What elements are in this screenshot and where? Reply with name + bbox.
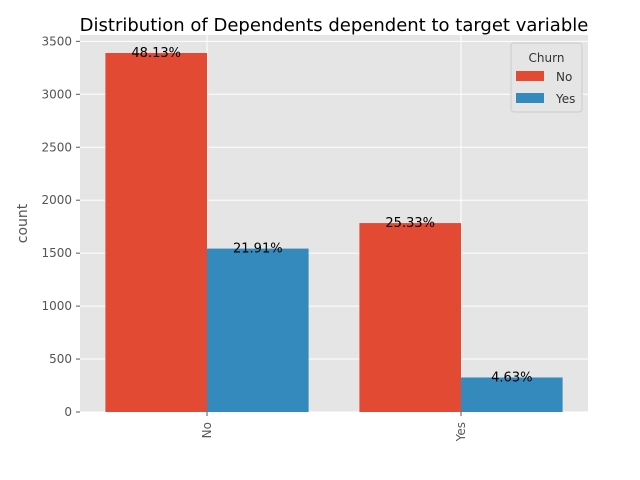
- y-tick-label-2000: 2000: [41, 193, 72, 207]
- y-tick-label-3500: 3500: [41, 34, 72, 48]
- legend-label-no: No: [556, 70, 572, 84]
- bars: [105, 53, 563, 412]
- y-tick-label-1500: 1500: [41, 246, 72, 260]
- legend-label-yes: Yes: [555, 92, 575, 106]
- y-tick-label-1000: 1000: [41, 299, 72, 313]
- legend-title: Churn: [529, 51, 565, 65]
- x-tick-label-no: No: [200, 422, 214, 438]
- bar-label-yes-no: 25.33%: [385, 216, 435, 231]
- bar-labels: 48.13% 21.91% 25.33% 4.63%: [131, 46, 532, 385]
- legend-swatch-yes: [516, 93, 544, 103]
- x-tick-label-yes: Yes: [454, 422, 468, 442]
- bar-label-yes-yes: 4.63%: [491, 370, 532, 385]
- bar-label-no-yes: 21.91%: [233, 242, 283, 257]
- y-axis: 0 500 1000 1500 2000 2500 3000 3500: [41, 34, 80, 419]
- legend: Churn No Yes: [510, 42, 583, 113]
- legend-swatch-no: [516, 71, 544, 81]
- bar-label-no-no: 48.13%: [131, 46, 181, 61]
- bar-yes-yes: [461, 377, 563, 412]
- chart-title: Distribution of Dependents dependent to …: [80, 15, 589, 36]
- y-tick-label-0: 0: [64, 405, 72, 419]
- y-tick-label-2500: 2500: [41, 140, 72, 154]
- y-axis-label: count: [15, 203, 31, 243]
- bar-no-no: [105, 53, 207, 412]
- bar-yes-no: [359, 223, 461, 412]
- y-tick-label-500: 500: [49, 352, 72, 366]
- y-tick-label-3000: 3000: [41, 87, 72, 101]
- bar-no-yes: [207, 248, 309, 412]
- x-axis: No Yes: [200, 412, 468, 442]
